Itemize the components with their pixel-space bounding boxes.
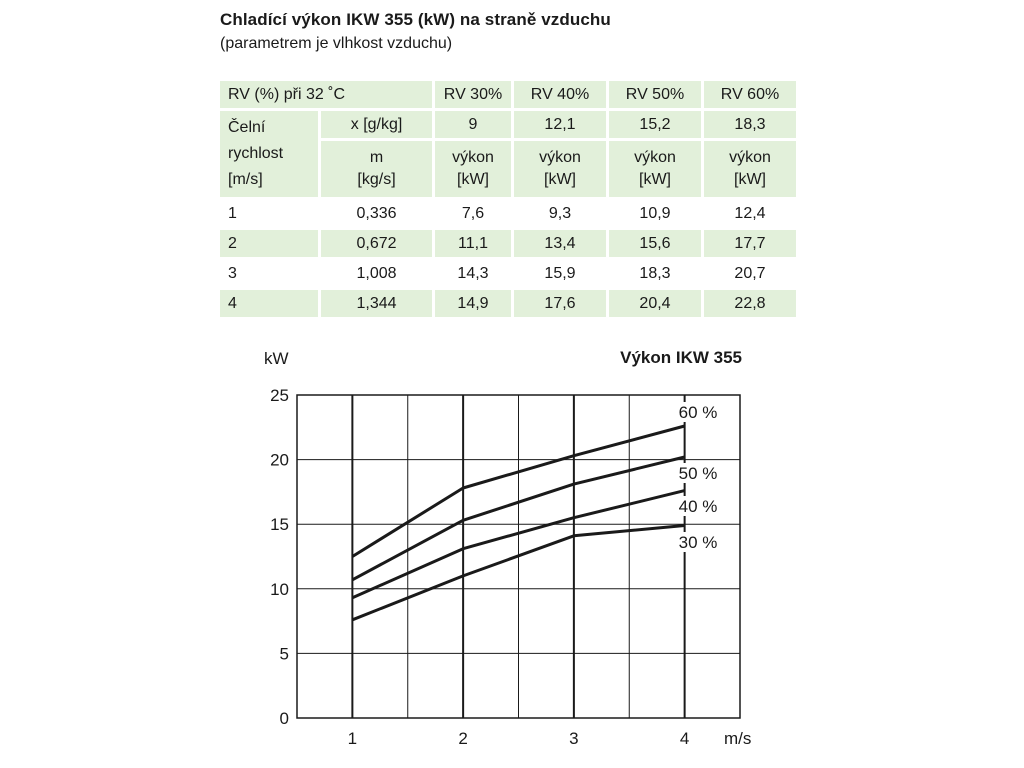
x-value-rv60: 18,3 xyxy=(704,111,796,138)
y-tick-label: 10 xyxy=(270,580,289,599)
x-tick-label: 2 xyxy=(458,729,467,748)
table-header-row: RV (%) při 32 ˚C RV 30% RV 40% RV 50% RV… xyxy=(220,81,796,108)
m-label-cell: m [kg/s] xyxy=(321,141,432,197)
speed-label-line2: rychlost xyxy=(228,145,284,162)
row-value: 11,1 xyxy=(435,230,511,257)
series-line xyxy=(351,455,685,582)
m-label-line2: [kg/s] xyxy=(357,171,396,188)
power-unit-line1: výkon xyxy=(452,149,494,166)
power-unit-line1: výkon xyxy=(729,149,771,166)
series-line xyxy=(351,489,685,600)
row-value: 9,3 xyxy=(548,204,572,222)
row-value: 17,7 xyxy=(704,230,796,257)
col-header-rv60: RV 60% xyxy=(704,81,796,108)
chart-title: Výkon IKW 355 xyxy=(620,348,742,367)
x-value-rv50: 15,2 xyxy=(609,111,701,138)
row-value: 14,9 xyxy=(435,290,511,317)
row-value: 20,7 xyxy=(734,264,766,282)
speed-label-line3: [m/s] xyxy=(228,171,263,188)
x-value-rv30: 9 xyxy=(435,111,511,138)
y-axis-label: kW xyxy=(264,349,289,368)
table-row: 3 1,008 14,3 15,9 18,3 20,7 xyxy=(220,260,796,287)
power-unit-rv60: výkon [kW] xyxy=(704,141,796,197)
table-row: 4 1,344 14,9 17,6 20,4 22,8 xyxy=(220,290,796,317)
page-subtitle: (parametrem je vlhkost vzduchu) xyxy=(220,35,453,52)
row-value: 12,4 xyxy=(734,204,766,222)
row-value: 7,6 xyxy=(461,204,485,222)
row-m: 1,344 xyxy=(321,290,432,317)
series-label-bg xyxy=(676,496,725,516)
table-x-row: Čelní rychlost [m/s] x [g/kg] 9 12,1 15,… xyxy=(220,111,796,197)
table-row: 1 0,336 7,6 9,3 10,9 12,4 xyxy=(220,200,796,227)
speed-label-line1: Čelní xyxy=(228,119,266,136)
row-speed: 2 xyxy=(220,230,319,257)
row-value: 20,4 xyxy=(609,290,701,317)
chart-grid xyxy=(296,394,741,719)
chart-labels: 0 5 10 15 20 25 1 2 3 4 kW m/s Výkon IKW 355 30 % 40 %… xyxy=(264,348,751,748)
power-unit-line1: výkon xyxy=(634,149,676,166)
series-label-bg xyxy=(676,402,725,422)
power-unit-line2: [kW] xyxy=(639,171,671,188)
y-tick-label: 5 xyxy=(280,644,289,663)
table-row: 2 0,672 11,1 13,4 15,6 17,7 xyxy=(220,230,796,257)
y-tick-label: 20 xyxy=(270,451,289,470)
y-tick-label: 0 xyxy=(280,709,289,728)
row-speed: 4 xyxy=(220,290,319,317)
row-value: 10,9 xyxy=(639,204,671,222)
series-label: 50 % xyxy=(679,464,718,483)
power-unit-line2: [kW] xyxy=(734,171,766,188)
page-title: Chladící výkon IKW 355 (kW) na straně vz… xyxy=(220,10,611,29)
x-label-cell: x [g/kg] xyxy=(321,111,432,138)
x-tick-label: 4 xyxy=(680,729,689,748)
row-value: 13,4 xyxy=(514,230,606,257)
power-unit-line1: výkon xyxy=(539,149,581,166)
series-label: 30 % xyxy=(679,533,718,552)
x-value-rv40: 12,1 xyxy=(514,111,606,138)
table-units-row: m [kg/s] výkon [kW] výkon [kW] výkon [kW] v… xyxy=(220,141,796,197)
col-header-rv30: RV 30% xyxy=(435,81,511,108)
power-unit-rv50: výkon [kW] xyxy=(609,141,701,197)
y-tick-label: 15 xyxy=(270,515,289,534)
x-tick-label: 1 xyxy=(348,729,357,748)
m-label-line1: m xyxy=(369,149,384,166)
row-speed: 1 xyxy=(228,204,237,222)
row-value: 22,8 xyxy=(704,290,796,317)
row-value: 15,6 xyxy=(609,230,701,257)
performance-table: RV (%) při 32 ˚C RV 30% RV 40% RV 50% RV… xyxy=(217,78,799,320)
rv-label-cell: RV (%) při 32 ˚C xyxy=(220,81,432,108)
chart-series xyxy=(351,424,685,622)
y-tick-label: 25 xyxy=(270,386,289,405)
series-line xyxy=(351,524,685,622)
x-axis-label: m/s xyxy=(724,729,751,748)
row-m: 1,008 xyxy=(356,264,397,282)
series-label-bg xyxy=(676,463,725,483)
row-value: 17,6 xyxy=(514,290,606,317)
row-m: 0,336 xyxy=(356,204,397,222)
col-header-rv50: RV 50% xyxy=(609,81,701,108)
series-label-bg xyxy=(676,532,725,552)
power-unit-line2: [kW] xyxy=(457,171,489,188)
row-value: 18,3 xyxy=(639,264,671,282)
row-m: 0,672 xyxy=(321,230,432,257)
x-tick-label: 3 xyxy=(569,729,578,748)
series-label: 60 % xyxy=(679,403,718,422)
series-label: 40 % xyxy=(679,497,718,516)
row-value: 14,3 xyxy=(457,264,489,282)
series-line xyxy=(351,424,685,558)
speed-label-cell: Čelní rychlost [m/s] xyxy=(220,111,319,197)
row-value: 15,9 xyxy=(544,264,576,282)
col-header-rv40: RV 40% xyxy=(514,81,606,108)
power-unit-rv30: výkon [kW] xyxy=(435,141,511,197)
power-unit-rv40: výkon [kW] xyxy=(514,141,606,197)
plot-frame xyxy=(296,394,741,719)
power-unit-line2: [kW] xyxy=(544,171,576,188)
row-speed: 3 xyxy=(228,264,237,282)
